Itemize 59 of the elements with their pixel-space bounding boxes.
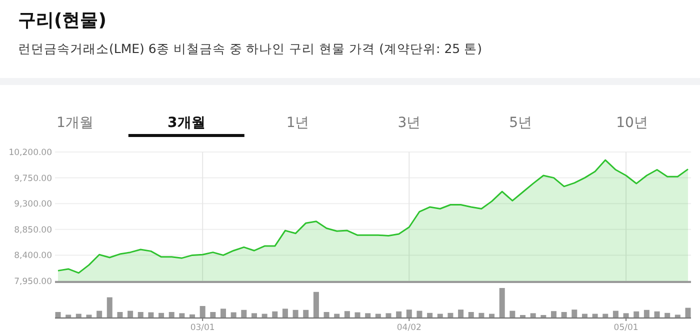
bar: [210, 312, 216, 318]
y-tick-label: 8,400.00: [14, 251, 52, 262]
bar: [406, 310, 412, 318]
text: 3개월: [168, 115, 206, 131]
bar: [200, 306, 206, 318]
bar: [220, 308, 226, 318]
bar: [344, 311, 350, 318]
y-tick-label: 9,750.00: [14, 174, 52, 184]
y-tick-label: 8,850.00: [14, 225, 52, 236]
chart-subtitle: 런던금속거래소(LME) 6종 비철금속 중 하나인 구리 현물 가격 (계약단위: 25 톤): [18, 41, 482, 56]
bar: [510, 310, 516, 318]
bar: [96, 310, 102, 318]
bar: [128, 310, 134, 318]
bar: [251, 313, 257, 318]
bar: [106, 297, 112, 318]
bar: [623, 313, 629, 318]
bar: [86, 314, 92, 318]
bar: [292, 310, 298, 318]
bar: [550, 311, 556, 318]
chart-title: 구리(현물): [18, 10, 106, 31]
bar: [282, 308, 288, 318]
y-tick-label: 7,950.00: [14, 277, 52, 287]
bar: [612, 310, 618, 318]
bar: [674, 314, 680, 318]
x-tick-label: 04/02: [396, 323, 422, 333]
bar: [66, 314, 72, 318]
bar: [685, 308, 691, 318]
text: 3년: [398, 115, 421, 131]
bar: [530, 313, 536, 318]
bar: [313, 292, 319, 318]
bar: [303, 310, 309, 318]
bar: [168, 312, 174, 318]
bar: [654, 311, 660, 318]
y-tick-label: 9,300.00: [14, 200, 52, 210]
bar: [138, 312, 144, 318]
bar: [499, 288, 505, 318]
bar: [179, 313, 185, 318]
text: 10년: [616, 115, 648, 131]
bar: [458, 310, 464, 318]
bar: [572, 310, 578, 318]
x-tick-label: 03/01: [190, 323, 215, 333]
x-tick-label: 05/01: [614, 323, 638, 333]
bar: [386, 313, 392, 318]
bar: [324, 312, 330, 318]
bar: [241, 310, 247, 318]
y-tick-label: 10,200.00: [8, 148, 52, 158]
bar: [117, 312, 123, 318]
bar: [468, 312, 474, 318]
bar: [416, 310, 422, 318]
text: 1년: [286, 115, 310, 131]
bar: [634, 311, 640, 318]
bar: [396, 311, 402, 318]
text: 1개월: [56, 115, 94, 131]
bar: [644, 310, 650, 318]
bar: [272, 311, 278, 318]
bar: [365, 313, 371, 318]
bar: [55, 312, 61, 318]
text: 5년: [509, 115, 532, 131]
bar: [561, 312, 567, 318]
